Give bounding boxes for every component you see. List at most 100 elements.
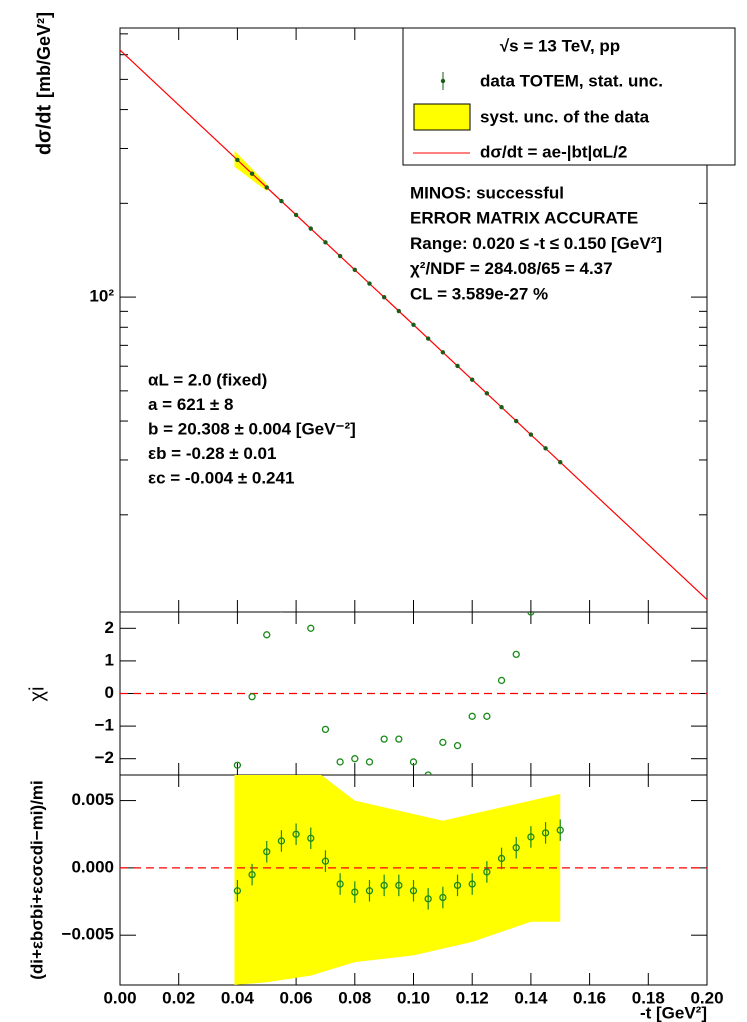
y-tick-label: −1 [95,716,114,735]
data-point [233,761,242,769]
data-point [484,391,490,396]
y-tick-label: 1 [105,650,114,669]
data-point [499,405,504,410]
fit-parameter: αL = 2.0 (fixed) [148,370,267,389]
x-tick-label: 0.10 [397,988,430,1007]
data-point [470,377,475,382]
data-point [307,834,315,842]
fit-status: MINOS: successful [410,183,564,202]
fit-parameter: εc = -0.004 ± 0.241 [148,468,294,487]
legend-marker [440,78,446,84]
data-point [395,881,403,890]
data-point [380,881,388,890]
data-point [395,735,403,743]
data-point [425,336,431,341]
data-point [558,460,563,465]
data-point [365,887,374,895]
data-point [279,198,284,204]
data-point [308,226,313,231]
data-point [380,735,388,743]
data-point [543,446,548,451]
data-point [514,418,519,424]
data-point [409,758,418,766]
legend-label: data TOTEM, stat. unc. [480,71,663,90]
plot-area [120,775,707,985]
data-point [483,868,491,876]
data-point [293,212,299,218]
x-tick-label: 0.06 [280,988,313,1007]
data-point [468,880,476,888]
y-axis-label: (di+εbσbi+εcσcdi−mi)/mi [27,780,46,980]
syst-band [234,150,267,192]
syst-band [234,775,561,985]
y-tick-label: 0 [105,683,114,702]
data-point [527,833,535,841]
x-tick-label: 0.14 [514,988,548,1007]
x-tick-label: 0.16 [573,988,606,1007]
x-tick-label: 0.04 [221,988,255,1007]
y-tick-label: 0.005 [71,790,114,809]
data-point [263,631,271,639]
data-point [365,758,374,766]
data-point [352,267,357,273]
data-point [264,185,269,190]
x-tick-label: 0.02 [162,988,195,1007]
data-point [497,676,506,685]
data-point [424,895,432,903]
legend-label: syst. unc. of the data [480,107,650,126]
legend-title: √s = 13 TeV, pp [500,36,620,55]
y-tick-label: 0.000 [71,857,114,876]
data-point [292,830,300,838]
data-point [439,738,447,747]
data-point [233,887,242,895]
data-point [440,350,446,355]
y-tick-label: 2 [105,618,114,637]
fit-status: Range: 0.020 ≤ -t ≤ 0.150 [GeV²] [410,234,662,253]
x-tick-label: 0.00 [103,988,136,1007]
data-point [351,888,359,896]
data-point [396,308,402,314]
x-tick-label: 0.08 [338,988,371,1007]
data-point [249,171,255,176]
y-axis-label: χi [26,687,48,702]
fit-status: CL = 3.589e-27 % [410,284,548,303]
x-tick-label: 0.12 [456,988,489,1007]
y-axis-label: dσ/dt [33,105,55,156]
data-point [321,857,330,865]
legend-box [402,27,736,166]
legend-label: dσ/dt = ae-|bt|αL/2 [480,142,627,161]
data-point [512,844,520,852]
fit-status: ERROR MATRIX ACCURATE [410,209,638,228]
data-point [556,826,564,834]
legend-marker [413,103,471,131]
data-point [307,624,315,632]
data-point [439,893,447,902]
x-axis-label: -t [GeV²] [640,1003,707,1022]
data-point [453,881,462,890]
data-point [336,758,344,766]
y-tick-label: 10² [89,287,114,306]
data-point [512,650,520,659]
data-point [321,725,330,734]
data-point [336,880,344,888]
data-point [248,693,256,701]
data-point [527,612,535,616]
fit-parameter: a = 621 ± 8 [148,395,233,414]
data-point [455,363,460,369]
plot-area [120,612,707,775]
data-point [235,157,240,163]
data-point [541,829,550,837]
plot-area [120,49,707,600]
data-point [263,848,271,856]
data-point [483,712,491,720]
data-point [337,253,343,259]
x-tick-label: 0.18 [632,988,665,1007]
data-point [323,240,328,245]
fit-parameter: b = 20.308 ± 0.004 [GeV⁻²] [148,419,356,438]
data-point [411,322,416,327]
data-point [453,742,462,750]
data-point [381,295,387,300]
data-point [528,432,534,437]
data-point [468,712,476,720]
